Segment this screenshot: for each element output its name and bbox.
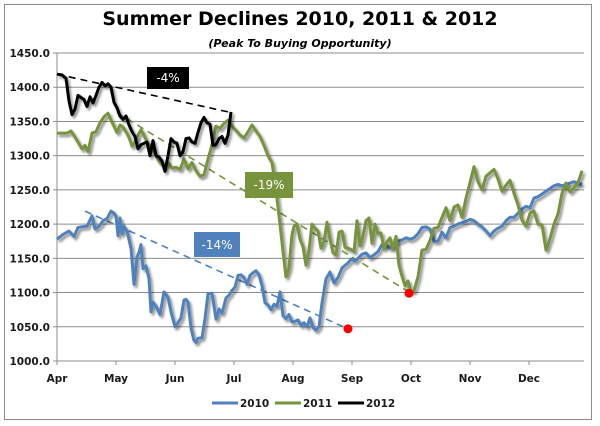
svg-text:-14%: -14% <box>201 238 232 252</box>
svg-text:1100.0: 1100.0 <box>9 288 50 300</box>
annotation-2010: -14% <box>194 232 240 257</box>
series-line-2012 <box>56 72 233 173</box>
svg-text:1150.0: 1150.0 <box>9 253 50 265</box>
legend-item-2010: 2010 <box>212 398 269 410</box>
series-line-2011 <box>57 111 584 294</box>
svg-text:1000.0: 1000.0 <box>9 356 50 368</box>
series-lines <box>56 72 584 344</box>
svg-text:Jul: Jul <box>226 373 242 385</box>
chart-title: Summer Declines 2010, 2011 & 2012 <box>102 8 498 30</box>
svg-text:-19%: -19% <box>253 178 284 192</box>
x-axis: Apr May Jun Jul Aug Sep Oct Nov Dec <box>47 360 584 385</box>
svg-text:1400.0: 1400.0 <box>9 82 50 94</box>
svg-text:Sep: Sep <box>341 373 364 385</box>
legend-item-2012: 2012 <box>338 398 395 410</box>
svg-text:1050.0: 1050.0 <box>9 322 50 334</box>
trendlines <box>56 73 412 330</box>
svg-text:-4%: -4% <box>156 71 179 85</box>
low-point-markers <box>343 288 414 334</box>
annotation-2012: -4% <box>147 67 189 89</box>
svg-text:2010: 2010 <box>240 398 269 410</box>
chart-frame <box>4 4 592 420</box>
svg-text:1200.0: 1200.0 <box>9 219 50 231</box>
svg-text:Oct: Oct <box>401 373 421 385</box>
svg-text:Nov: Nov <box>459 373 482 385</box>
svg-text:1450.0: 1450.0 <box>9 48 50 60</box>
svg-text:May: May <box>104 373 128 385</box>
svg-text:1350.0: 1350.0 <box>9 116 50 128</box>
annotations: -4% -19% -14% <box>147 67 293 257</box>
series-line-2010 <box>56 180 583 344</box>
svg-text:2012: 2012 <box>366 398 395 410</box>
marker-2011-low <box>404 288 414 298</box>
marker-2010-low <box>343 324 353 334</box>
annotation-2011: -19% <box>245 172 293 198</box>
chart-subtitle: (Peak To Buying Opportunity) <box>208 37 392 50</box>
svg-text:1250.0: 1250.0 <box>9 185 50 197</box>
y-axis: 1450.0 1400.0 1350.0 1300.0 1250.0 1200.0 1150… <box>9 48 58 368</box>
svg-text:2011: 2011 <box>303 398 332 410</box>
svg-text:1300.0: 1300.0 <box>9 151 50 163</box>
svg-text:Aug: Aug <box>281 373 304 385</box>
gridlines <box>57 52 584 328</box>
svg-text:Dec: Dec <box>518 373 540 385</box>
legend: 2010 2011 2012 <box>212 398 395 410</box>
svg-text:Jun: Jun <box>165 373 185 385</box>
legend-item-2011: 2011 <box>275 398 332 410</box>
svg-text:Apr: Apr <box>47 373 69 385</box>
